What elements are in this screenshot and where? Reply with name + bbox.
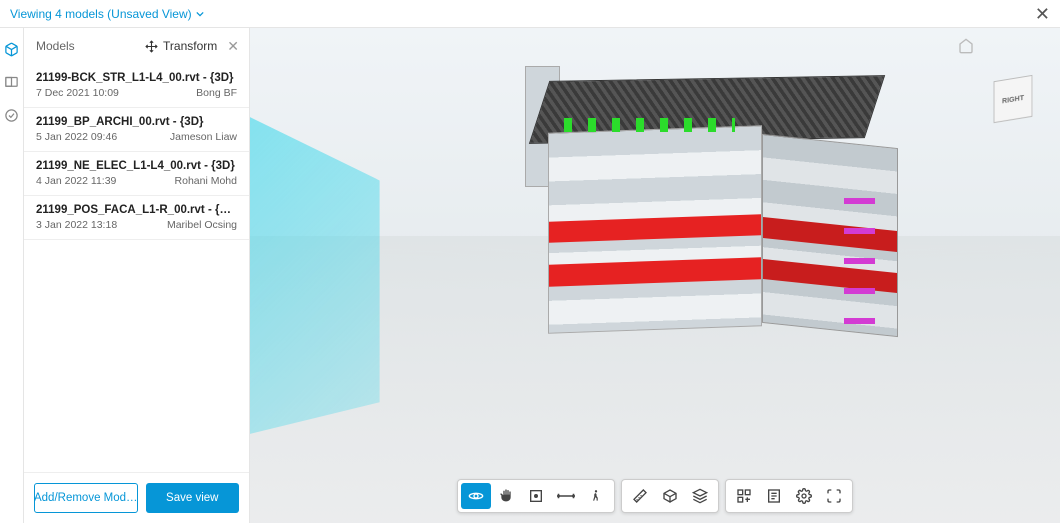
sidebar-header: Models Transform ✕ <box>24 28 249 64</box>
building-facade-main <box>548 125 762 333</box>
model-meta: 7 Dec 2021 10:09 Bong BF <box>36 87 237 99</box>
transform-label: Transform <box>163 39 217 53</box>
building-accents-green <box>564 118 735 132</box>
model-name: 21199_NE_ELEC_L1-L4_00.rvt - {3D} <box>36 160 237 172</box>
model-item[interactable]: 21199-BCK_STR_L1-L4_00.rvt - {3D} 7 Dec 2… <box>24 64 249 108</box>
panel-close-button[interactable]: ✕ <box>227 38 239 55</box>
sidebar: Models Transform ✕ 21199-BCK_STR_L1-L4_0… <box>24 28 250 523</box>
model-author: Maribel Ocsing <box>167 219 237 231</box>
move-icon <box>145 40 158 53</box>
viewcube-face[interactable]: RIGHT <box>994 75 1033 123</box>
header-bar: Viewing 4 models (Unsaved View) ✕ <box>0 0 1060 28</box>
model-browser-button[interactable] <box>729 483 759 509</box>
measure-button[interactable] <box>625 483 655 509</box>
toolbar-group <box>457 479 615 513</box>
model-meta: 5 Jan 2022 09:46 Jameson Liaw <box>36 131 237 143</box>
body: Models Transform ✕ 21199-BCK_STR_L1-L4_0… <box>0 28 1060 523</box>
model-meta: 3 Jan 2022 13:18 Maribel Ocsing <box>36 219 237 231</box>
layers-button[interactable] <box>685 483 715 509</box>
model-name: 21199_POS_FACA_L1-R_00.rvt - {3D} <box>36 204 237 216</box>
model-name: 21199-BCK_STR_L1-L4_00.rvt - {3D} <box>36 72 237 84</box>
home-view-button[interactable] <box>958 38 974 54</box>
model-date: 7 Dec 2021 10:09 <box>36 87 119 99</box>
transform-button[interactable]: Transform <box>145 39 217 53</box>
issues-rail-icon[interactable] <box>4 108 19 123</box>
model-author: Rohani Mohd <box>175 175 237 187</box>
model-date: 5 Jan 2022 09:46 <box>36 131 117 143</box>
toolbar-group <box>725 479 853 513</box>
model-meta: 4 Jan 2022 11:39 Rohani Mohd <box>36 175 237 187</box>
fit-button[interactable] <box>521 483 551 509</box>
model-item[interactable]: 21199_NE_ELEC_L1-L4_00.rvt - {3D} 4 Jan 2… <box>24 152 249 196</box>
pan-button[interactable] <box>491 483 521 509</box>
app-root: Viewing 4 models (Unsaved View) ✕ Models <box>0 0 1060 523</box>
model-item[interactable]: 21199_POS_FACA_L1-R_00.rvt - {3D} 3 Jan 2… <box>24 196 249 240</box>
viewport-3d[interactable]: RIGHT <box>250 28 1060 523</box>
close-button[interactable]: ✕ <box>1035 5 1050 23</box>
model-name: 21199_BP_ARCHI_00.rvt - {3D} <box>36 116 237 128</box>
settings-button[interactable] <box>789 483 819 509</box>
measure-linear-button[interactable] <box>551 483 581 509</box>
save-view-button[interactable]: Save view <box>146 483 240 513</box>
model-author: Jameson Liaw <box>170 131 237 143</box>
chevron-down-icon <box>196 10 204 18</box>
model-date: 4 Jan 2022 11:39 <box>36 175 116 187</box>
view-title-text: Viewing 4 models (Unsaved View) <box>10 7 192 21</box>
toolbar-group <box>621 479 719 513</box>
model-list: 21199-BCK_STR_L1-L4_00.rvt - {3D} 7 Dec 2… <box>24 64 249 472</box>
viewcube-label: RIGHT <box>1002 93 1024 105</box>
orbit-button[interactable] <box>461 483 491 509</box>
panel-title: Models <box>36 39 75 53</box>
view-title[interactable]: Viewing 4 models (Unsaved View) <box>10 7 204 21</box>
building-accents-magenta <box>844 198 875 342</box>
properties-button[interactable] <box>759 483 789 509</box>
building-facade-side <box>762 134 898 338</box>
building-model <box>509 78 898 365</box>
section-button[interactable] <box>655 483 685 509</box>
fullscreen-button[interactable] <box>819 483 849 509</box>
sidebar-footer: Add/Remove Mod… Save view <box>24 472 249 523</box>
viewer-toolbar <box>457 479 853 513</box>
views-rail-icon[interactable] <box>4 75 19 90</box>
section-plane <box>250 117 380 434</box>
models-rail-icon[interactable] <box>4 42 19 57</box>
add-remove-models-button[interactable]: Add/Remove Mod… <box>34 483 138 513</box>
viewcube[interactable]: RIGHT <box>980 66 1046 132</box>
model-date: 3 Jan 2022 13:18 <box>36 219 117 231</box>
model-item[interactable]: 21199_BP_ARCHI_00.rvt - {3D} 5 Jan 2022 0… <box>24 108 249 152</box>
walk-button[interactable] <box>581 483 611 509</box>
left-rail <box>0 28 24 523</box>
model-author: Bong BF <box>196 87 237 99</box>
